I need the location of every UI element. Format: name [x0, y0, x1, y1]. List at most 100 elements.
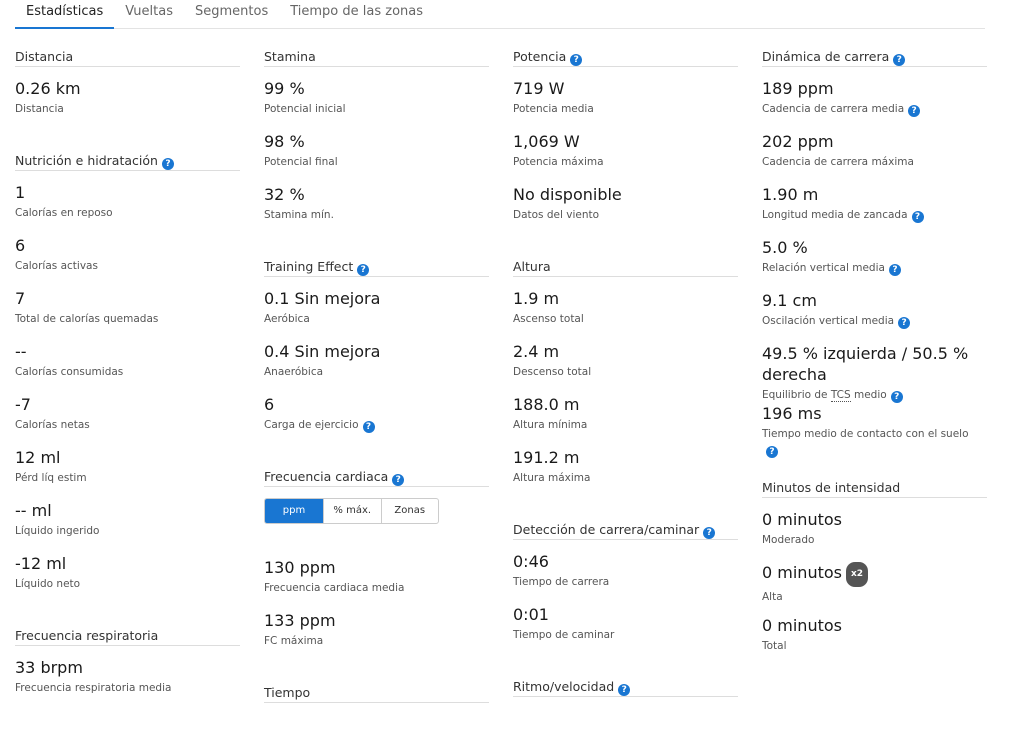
toggle-option-max[interactable]: % máx. — [323, 499, 381, 523]
help-icon[interactable]: ? — [703, 527, 716, 539]
stat-item: 49.5 % izquierda / 50.5 % derecha Equilib… — [762, 343, 987, 403]
stat-value: 1,069 W — [513, 131, 738, 152]
section-header: Dinámica de carrera? — [762, 48, 987, 67]
stat-label: Longitud media de zancada? — [762, 207, 987, 223]
stat-list: 33 brpm Frecuencia respiratoria media — [15, 657, 240, 710]
stat-label: Potencial inicial — [264, 101, 489, 117]
stat-label: Ascenso total — [513, 311, 738, 327]
abbreviation[interactable]: TCS — [830, 389, 851, 402]
stat-label: Frecuencia cardiaca media — [264, 580, 489, 596]
help-icon[interactable]: ? — [893, 54, 906, 66]
stat-value: 6 — [264, 394, 489, 415]
help-icon[interactable]: ? — [570, 54, 583, 66]
stat-list: 0.26 km Distancia — [15, 78, 240, 131]
stat-value: 1 — [15, 182, 240, 203]
section-header: Tiempo — [264, 684, 489, 703]
toggle-option-zonas[interactable]: Zonas — [380, 499, 439, 523]
tab-segmentos[interactable]: Segmentos — [195, 4, 269, 19]
stat-value: -- — [15, 341, 240, 362]
section-altura: Altura 1.9 m Ascenso total 2.4 m Descenso to… — [513, 258, 738, 500]
label-text: Datos del viento — [513, 209, 600, 221]
label-text: Calorías activas — [15, 260, 98, 272]
stat-label: Calorías en reposo — [15, 205, 240, 221]
label-text: Distancia — [15, 103, 64, 115]
heart-rate-unit-toggle: ppm% máx. Zonas — [264, 498, 439, 524]
tab-tiempo-de-las-zonas[interactable]: Tiempo de las zonas — [290, 4, 424, 19]
stat-list: 130 ppm Frecuencia cardiaca media 133 ppm F… — [264, 557, 489, 663]
stat-value-text: No disponible — [513, 185, 622, 204]
stat-value: 1.90 m — [762, 184, 987, 205]
toggle-option-ppm[interactable]: ppm — [265, 499, 323, 523]
stat-item: 0:46 Tiempo de carrera — [513, 551, 738, 604]
stat-value: 7 — [15, 288, 240, 309]
stat-label: Tiempo de carrera — [513, 574, 738, 590]
stat-item: 1 Calorías en reposo — [15, 182, 240, 235]
help-icon[interactable]: ? — [357, 264, 370, 276]
stat-item: 196 ms Tiempo medio de contacto con el su… — [762, 403, 987, 458]
stat-item: 1.9 m Ascenso total — [513, 288, 738, 341]
help-icon[interactable]: ? — [890, 391, 903, 403]
section-header: Distancia — [15, 48, 240, 67]
label-text: FC máxima — [264, 635, 324, 647]
stat-value: 0:01 — [513, 604, 738, 625]
stat-list: 0:46 Tiempo de carrera 0:01 Tiempo de camin… — [513, 551, 738, 657]
stat-value: 2.4 m — [513, 341, 738, 362]
stat-value-text: 202 ppm — [762, 132, 834, 151]
stat-value-text: 0.26 km — [15, 79, 81, 98]
tab-vueltas[interactable]: Vueltas — [125, 4, 173, 19]
stat-item: 6 Calorías activas — [15, 235, 240, 288]
section-minutos-de-intensidad: Minutos de intensidad 0 minutos Moderado 0 … — [762, 479, 987, 668]
help-icon[interactable]: ? — [392, 474, 405, 486]
label-text: Calorías consumidas — [15, 366, 124, 378]
section-title: Altura — [513, 259, 551, 274]
stat-value-text: 2.4 m — [513, 342, 560, 361]
label-text: Calorías netas — [15, 419, 90, 431]
stat-value-text: 6 — [264, 395, 275, 414]
stat-label: Cadencia de carrera media? — [762, 101, 987, 117]
stat-label: Datos del viento — [513, 207, 738, 223]
stat-label: Calorías netas — [15, 417, 240, 433]
stat-value-text: 1 — [15, 183, 26, 202]
stat-item: 0 minutos Total — [762, 615, 987, 668]
stat-item: 0.4 Sin mejora Anaeróbica — [264, 341, 489, 394]
section-title: Ritmo/velocidad — [513, 679, 615, 694]
stat-value-text: 12 ml — [15, 448, 61, 467]
section-header: Stamina — [264, 48, 489, 67]
tab-estadisticas[interactable]: Estadísticas — [15, 0, 115, 29]
section-title: Nutrición e hidratación — [15, 153, 158, 168]
stat-item: 1.90 m Longitud media de zancada? — [762, 184, 987, 237]
stat-label: Cadencia de carrera máxima — [762, 154, 987, 170]
column-2: Stamina 99 % Potencial inicial 98 % Potencia… — [264, 48, 489, 724]
stat-label: Carga de ejercicio? — [264, 417, 489, 433]
stat-item: 7 Total de calorías quemadas — [15, 288, 240, 341]
help-icon[interactable]: ? — [898, 317, 911, 329]
label-text: Altura mínima — [513, 419, 588, 431]
help-icon[interactable]: ? — [888, 264, 901, 276]
stat-label: Anaeróbica — [264, 364, 489, 380]
section-title: Training Effect — [264, 259, 354, 274]
label-text: Alta — [762, 591, 783, 603]
help-icon[interactable]: ? — [161, 158, 174, 170]
stat-item: 0.26 km Distancia — [15, 78, 240, 131]
help-icon[interactable]: ? — [618, 684, 631, 696]
stat-value-text: 7 — [15, 289, 26, 308]
label-text: Carga de ejercicio — [264, 419, 359, 431]
help-icon[interactable]: ? — [362, 421, 375, 433]
section-deteccion-de-carrera-caminar: Detección de carrera/caminar? 0:46 Tiempo … — [513, 521, 738, 657]
section-training-effect: Training Effect? 0.1 Sin mejora Aeróbica 0.… — [264, 258, 489, 447]
stat-item: 9.1 cm Oscilación vertical media? — [762, 290, 987, 343]
stat-list: 1 Calorías en reposo 6 Calorías activas 7 Tot… — [15, 182, 240, 606]
stat-item: -- ml Líquido ingerido — [15, 500, 240, 553]
stat-value-text: 6 — [15, 236, 26, 255]
label-text: Moderado — [762, 534, 815, 546]
label-text: Total de calorías quemadas — [15, 313, 159, 325]
help-icon[interactable]: ? — [908, 105, 921, 117]
stat-item: 0 minutos x2 Alta — [762, 562, 987, 615]
help-icon[interactable]: ? — [911, 211, 924, 223]
stat-label: Calorías consumidas — [15, 364, 240, 380]
stat-value-text: 99 % — [264, 79, 305, 98]
stat-item: 189 ppm Cadencia de carrera media? — [762, 78, 987, 131]
stat-value: 0:46 — [513, 551, 738, 572]
stat-item: 99 % Potencial inicial — [264, 78, 489, 131]
help-icon[interactable]: ? — [766, 446, 778, 458]
